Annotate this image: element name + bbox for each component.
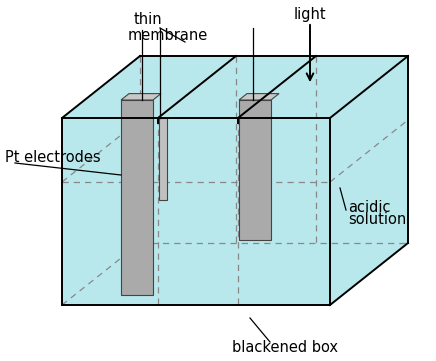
Polygon shape <box>62 118 330 305</box>
Text: Pt electrodes: Pt electrodes <box>5 149 101 165</box>
Polygon shape <box>159 118 167 200</box>
Polygon shape <box>121 93 161 100</box>
Text: membrane: membrane <box>128 29 208 43</box>
Polygon shape <box>121 100 153 295</box>
Polygon shape <box>239 93 279 100</box>
Text: light: light <box>294 8 326 22</box>
Text: solution: solution <box>348 213 406 227</box>
Polygon shape <box>62 56 408 118</box>
Text: blackened box: blackened box <box>232 340 338 356</box>
Polygon shape <box>330 56 408 305</box>
Text: thin: thin <box>134 13 162 27</box>
Text: acidic: acidic <box>348 200 391 214</box>
Polygon shape <box>239 100 271 240</box>
